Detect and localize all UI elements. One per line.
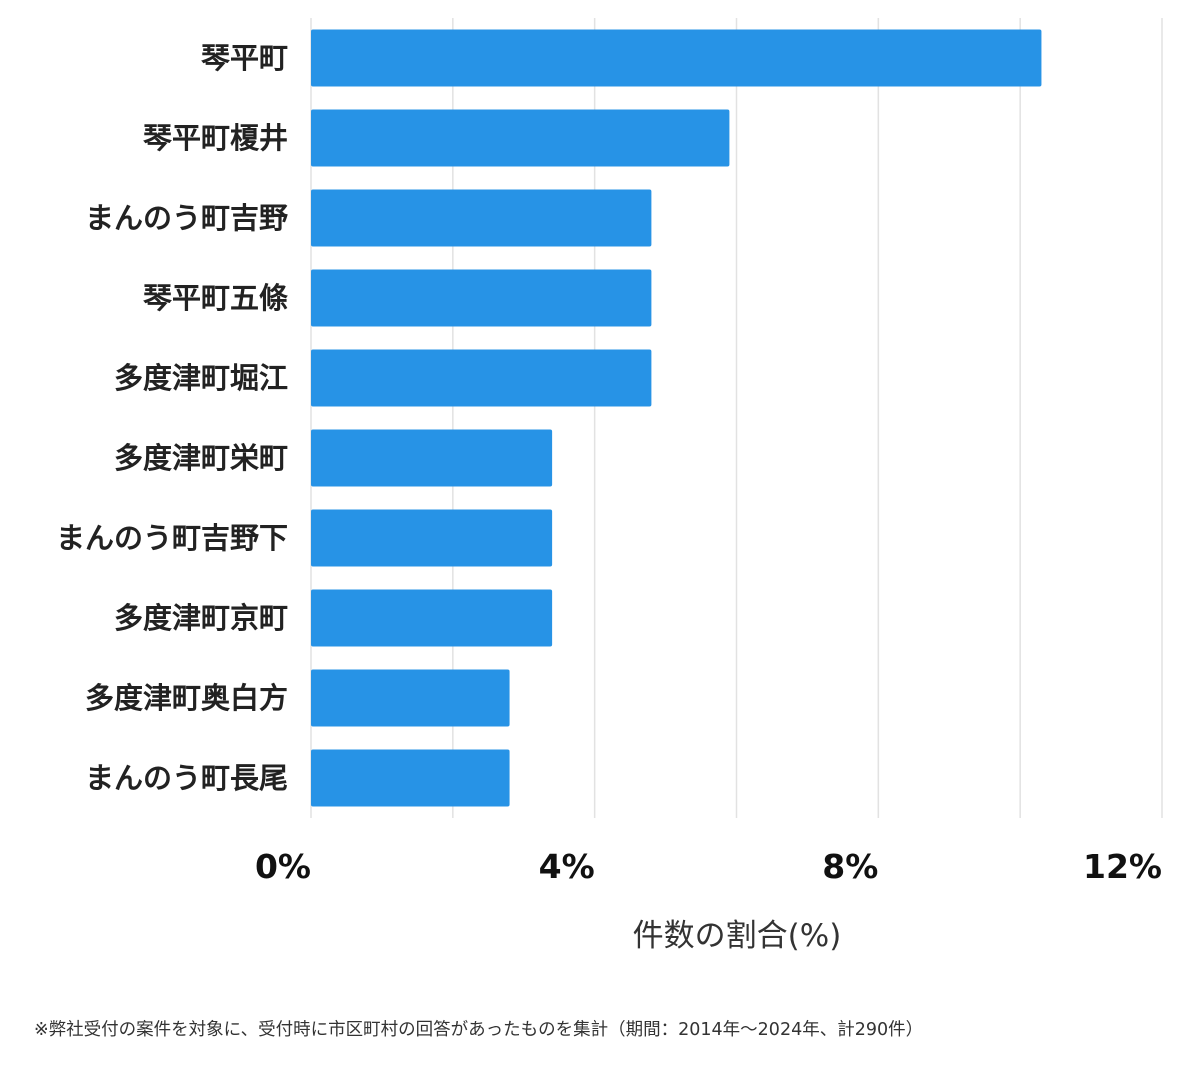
bar (311, 509, 553, 567)
bar (311, 109, 730, 167)
category-label: まんのう町吉野 (85, 201, 288, 235)
x-axis-title: 件数の割合(%) (633, 918, 842, 954)
x-tick-label: 0% (255, 847, 311, 886)
bar (311, 589, 553, 647)
category-label: 多度津町京町 (114, 601, 288, 635)
category-label: 琴平町 (201, 41, 288, 75)
x-tick-label: 12% (1083, 847, 1162, 886)
x-tick-label: 4% (539, 847, 595, 886)
bar (311, 349, 652, 407)
category-label: 琴平町五條 (143, 281, 288, 315)
category-label: まんのう町長尾 (85, 761, 288, 795)
x-tick-label: 8% (822, 847, 878, 886)
category-label: まんのう町吉野下 (56, 521, 288, 555)
bar (311, 269, 652, 327)
bar (311, 189, 652, 247)
category-label: 多度津町堀江 (114, 361, 288, 395)
bar (311, 749, 510, 807)
bar-chart: 琴平町琴平町榎井まんのう町吉野琴平町五條多度津町堀江多度津町栄町まんのう町吉野下… (56, 18, 1163, 954)
bar (311, 429, 553, 487)
category-label: 多度津町栄町 (114, 441, 288, 475)
x-tick-labels: 0% 4% 8% 12% (255, 847, 1162, 886)
category-label: 多度津町奥白方 (85, 681, 288, 715)
category-label: 琴平町榎井 (143, 121, 288, 155)
bar (311, 669, 510, 727)
footnote: ※弊社受付の案件を対象に、受付時に市区町村の回答があったものを集計（期間：201… (34, 1020, 924, 1040)
bars (311, 29, 1042, 807)
bar (311, 29, 1042, 87)
category-labels: 琴平町琴平町榎井まんのう町吉野琴平町五條多度津町堀江多度津町栄町まんのう町吉野下… (56, 41, 288, 795)
